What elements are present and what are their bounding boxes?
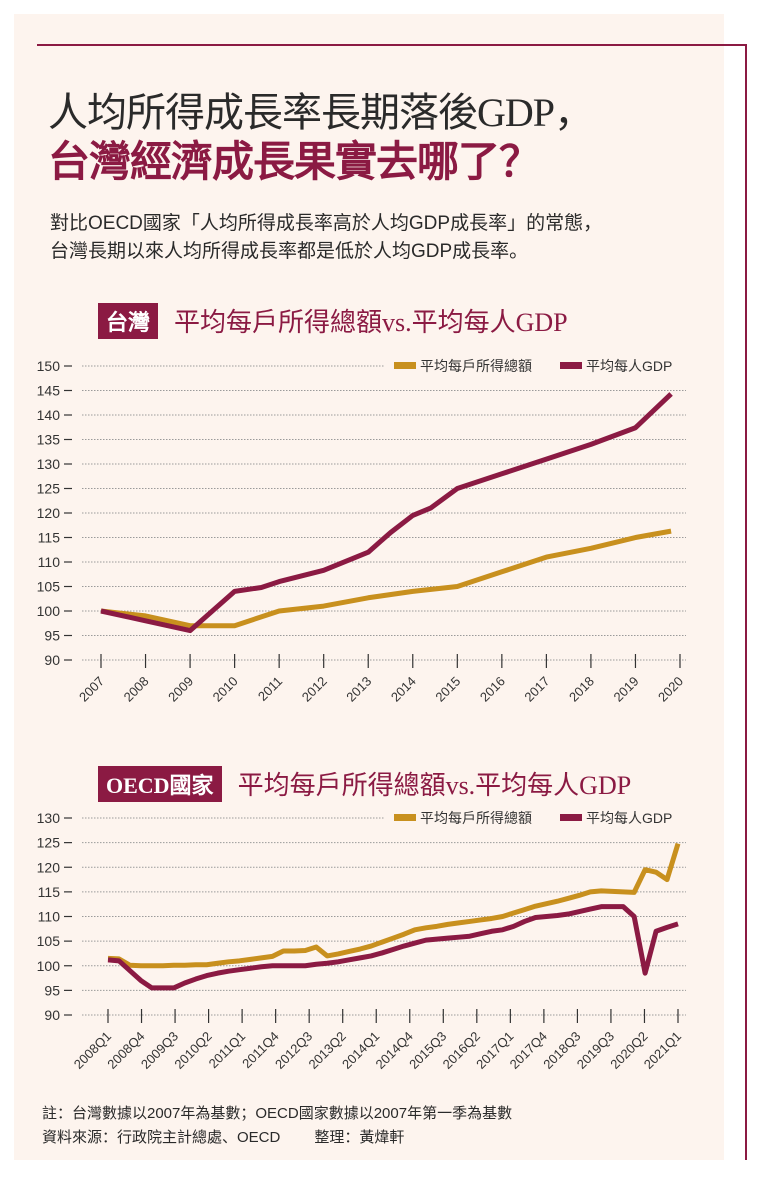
chart2-title: 平均每戶所得總額vs.平均每人GDP — [237, 771, 632, 800]
legend-swatch-income — [394, 362, 416, 369]
source: 資料來源：行政院主計總處、OECD — [42, 1129, 281, 1146]
editor: 整理：黃煒軒 — [314, 1129, 405, 1146]
y-tick-label: 150 — [37, 358, 61, 374]
y-tick-label: 100 — [37, 603, 61, 619]
y-tick-label: 90 — [44, 1007, 60, 1023]
footnote: 註：台灣數據以2007年為基數；OECD國家數據以2007年第一季為基數 — [42, 1105, 513, 1122]
legend-swatch-gdp — [560, 362, 582, 369]
subtitle-line1: 對比OECD國家「人均所得成長率高於人均GDP成長率」的常態， — [50, 213, 603, 234]
y-tick-label: 105 — [37, 579, 61, 595]
chart1-header: 台灣 平均每戶所得總額vs.平均每人GDP — [98, 302, 568, 339]
y-tick-label: 105 — [37, 933, 61, 949]
y-tick-label: 130 — [37, 810, 61, 826]
infographic-background — [14, 14, 724, 1160]
y-tick-label: 120 — [37, 859, 61, 875]
headline-line2: 台灣經濟成長果實去哪了？ — [48, 140, 541, 186]
y-tick-label: 115 — [38, 530, 61, 546]
chart-taiwan: 9095100105110115120125130135140145150200… — [37, 358, 686, 705]
y-tick-label: 95 — [44, 628, 60, 644]
y-tick-label: 110 — [38, 909, 61, 925]
y-tick-label: 95 — [44, 982, 60, 998]
y-tick-label: 115 — [38, 884, 61, 900]
chart-oecd: 90951001051101151201251302008Q12008Q4200… — [37, 810, 686, 1072]
chart2-header: OECD國家 平均每戶所得總額vs.平均每人GDP — [98, 765, 631, 802]
legend-label-income: 平均每戶所得總額 — [420, 810, 532, 826]
y-tick-label: 100 — [37, 958, 61, 974]
subtitle: 對比OECD國家「人均所得成長率高於人均GDP成長率」的常態， 台灣長期以來人均… — [50, 210, 602, 266]
right-rule — [745, 44, 747, 1160]
y-tick-label: 130 — [37, 456, 61, 472]
y-tick-label: 125 — [37, 835, 61, 851]
series-line-gdp — [107, 904, 679, 991]
y-tick-label: 120 — [37, 505, 61, 521]
subtitle-line2: 台灣長期以來人均所得成長率都是低於人均GDP成長率。 — [50, 241, 529, 262]
legend-swatch-gdp — [560, 814, 582, 821]
chart1-title: 平均每戶所得總額vs.平均每人GDP — [174, 308, 568, 337]
y-tick-label: 140 — [37, 407, 61, 423]
legend-label-gdp: 平均每人GDP — [586, 358, 672, 374]
y-tick-label: 110 — [38, 554, 61, 570]
y-tick-label: 135 — [37, 432, 61, 448]
y-tick-label: 145 — [37, 383, 61, 399]
legend-swatch-income — [394, 814, 416, 821]
x-tick-label: 2021Q1 — [641, 1029, 684, 1072]
series-line-income — [107, 842, 681, 969]
series-line-gdp — [100, 392, 673, 634]
chart2-badge: OECD國家 — [98, 765, 222, 802]
y-tick-label: 125 — [37, 481, 61, 497]
legend-label-income: 平均每戶所得總額 — [420, 358, 532, 374]
x-tick-label: 2010Q2 — [171, 1029, 214, 1072]
headline-line1: 人均所得成長率長期落後GDP， — [48, 90, 594, 135]
footer: 註：台灣數據以2007年為基數；OECD國家數據以2007年第一季為基數 資料來… — [42, 1102, 512, 1150]
x-tick-label: 2011Q1 — [206, 1029, 249, 1072]
top-rule — [37, 44, 747, 46]
legend-label-gdp: 平均每人GDP — [586, 810, 672, 826]
y-tick-label: 90 — [44, 652, 60, 668]
chart1-badge: 台灣 — [98, 302, 159, 339]
